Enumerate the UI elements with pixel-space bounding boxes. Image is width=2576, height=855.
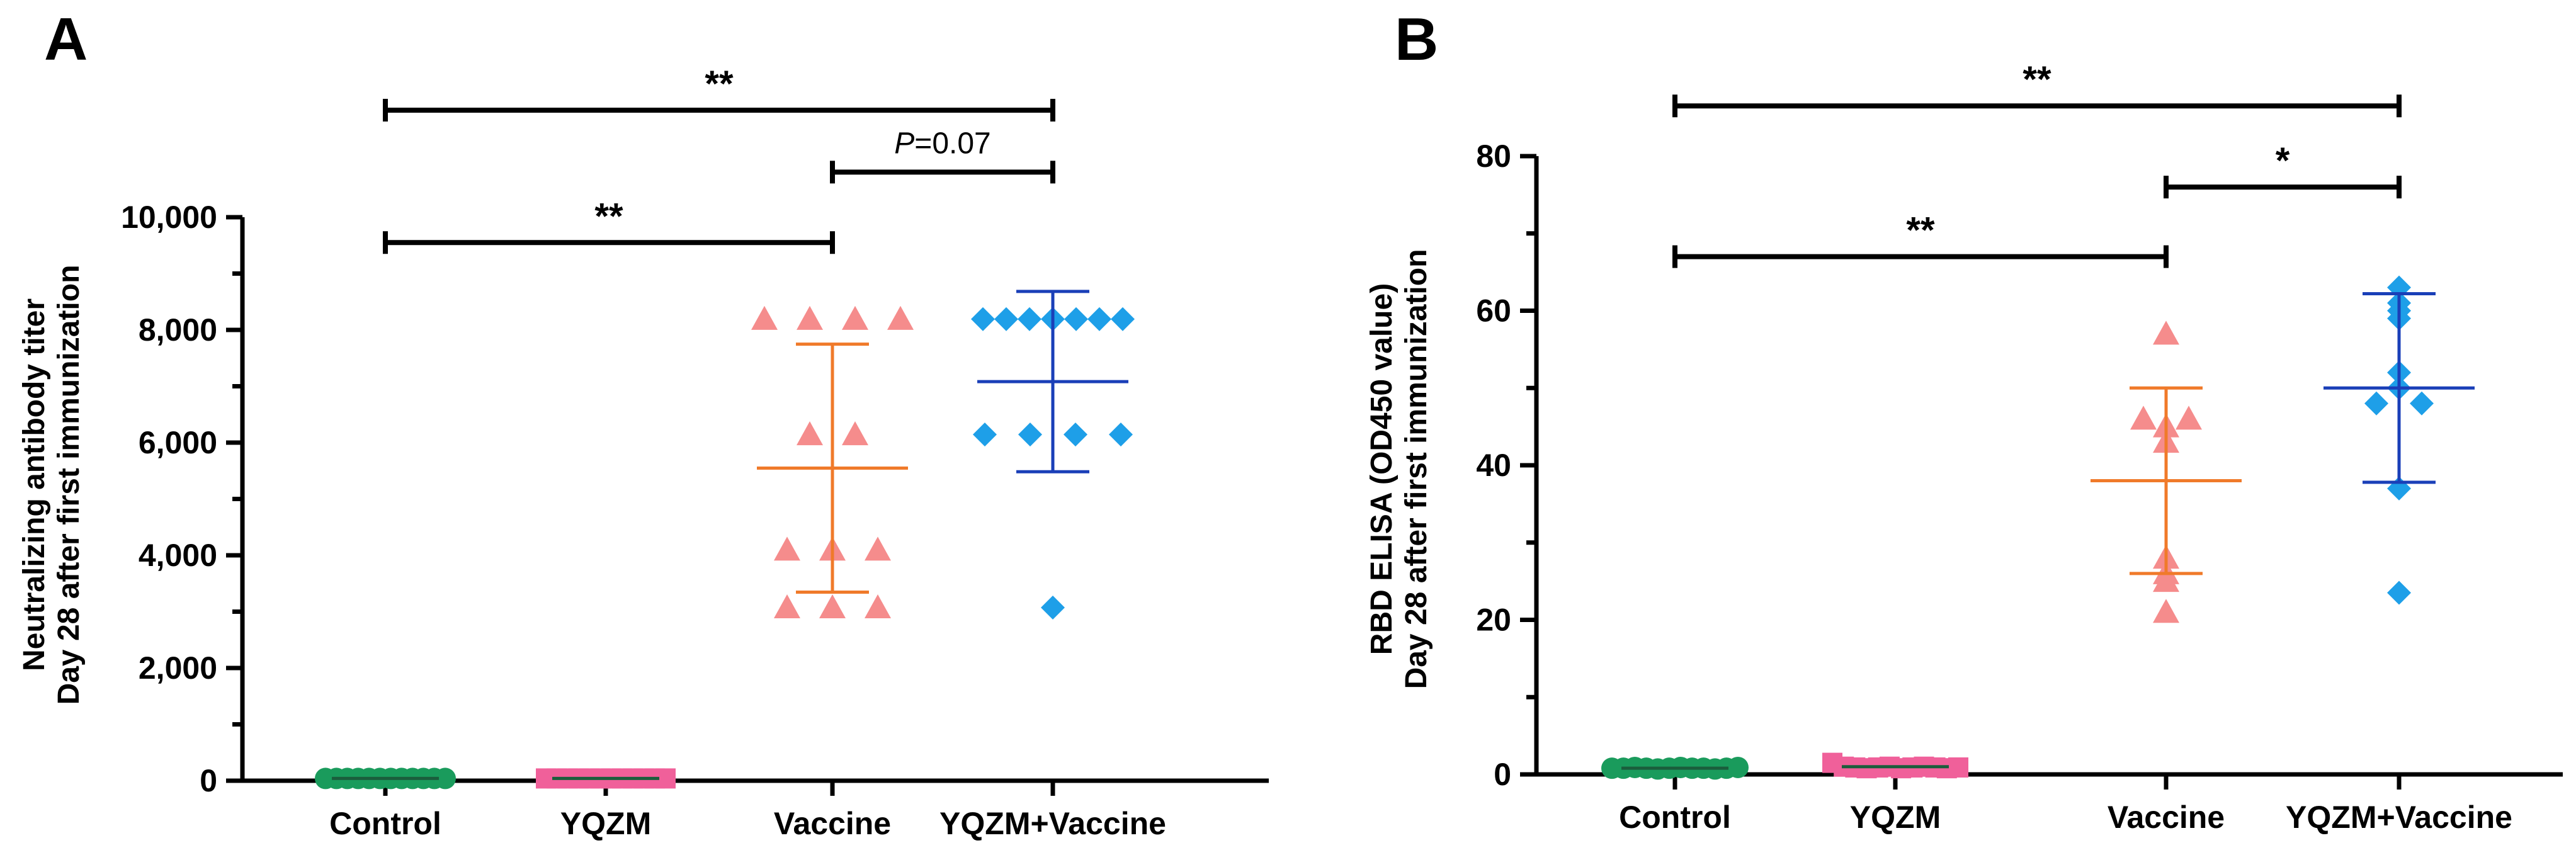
- panel-b-point-triangle: [2153, 320, 2179, 345]
- panel-a-point-diamond: [1087, 307, 1111, 331]
- panel-a-y-tick-label: 2,000: [139, 650, 217, 686]
- panel-b-y-tick-label: 20: [1476, 603, 1511, 638]
- panel-a-p-value-label: P=0.07: [894, 127, 990, 160]
- panel-b-point-diamond: [2387, 580, 2411, 605]
- panel-a-point-diamond: [973, 422, 997, 447]
- panel-a-category-label: YQZM: [560, 806, 651, 841]
- panel-a-y-tick-label: 6,000: [139, 425, 217, 460]
- panel-a-point-triangle: [797, 305, 823, 330]
- panel-a-y-tick-label: 4,000: [139, 538, 217, 573]
- panel-b-point-diamond: [2410, 391, 2434, 416]
- panel-a-letter: A: [44, 6, 88, 73]
- panel-a-y-axis-title-line: Neutralizing antibody titer: [18, 298, 51, 671]
- panel-b-point-triangle: [2176, 405, 2202, 430]
- panel-a-point-triangle: [797, 421, 823, 446]
- panel-a-category-label: YQZM+Vaccine: [939, 806, 1166, 841]
- panel-a-point-triangle: [842, 305, 868, 330]
- panel-b-significance-label: **: [2023, 59, 2051, 100]
- panel-a-significance-label: **: [594, 196, 623, 237]
- panel-a-point-diamond: [1064, 422, 1087, 447]
- panel-b-y-tick-label: 60: [1476, 293, 1511, 329]
- panel-a-point-triangle: [887, 305, 914, 330]
- panel-b-point-triangle: [2153, 599, 2179, 623]
- panel-b-y-axis-title-line: Day 28 after first immunization: [1400, 249, 1433, 689]
- panel-b-category-label: YQZM: [1850, 800, 1941, 835]
- panel-a-point-diamond: [1018, 307, 1041, 331]
- panel-a-y-axis-title-line: Day 28 after first immunization: [52, 265, 86, 705]
- panel-b-category-label: Control: [1619, 800, 1731, 835]
- panel-b-significance-label: **: [1906, 210, 1935, 251]
- panel-b-point-circle: [1727, 756, 1749, 778]
- panel-a-point-triangle: [865, 536, 891, 561]
- panel-a-point-diamond: [1111, 307, 1135, 331]
- panel-a-y-tick-label: 10,000: [121, 200, 217, 235]
- panel-b-y-axis-title-line: RBD ELISA (OD450 value): [1365, 283, 1399, 655]
- panel-a-point-triangle: [751, 305, 778, 330]
- panel-a-point-diamond: [1041, 596, 1065, 620]
- panel-b-point-diamond: [2364, 391, 2388, 416]
- panel-a-point-triangle: [774, 536, 800, 561]
- panel-a-point-triangle: [774, 594, 800, 619]
- panel-a-point-triangle: [865, 594, 891, 619]
- panel-b-point-triangle: [2130, 405, 2157, 430]
- panel-a-category-label: Vaccine: [774, 806, 891, 841]
- panel-b-y-tick-label: 0: [1494, 757, 1511, 792]
- panel-a-point-triangle: [819, 594, 846, 619]
- panel-b-point-square: [1948, 757, 1968, 778]
- panel-a-point-triangle: [842, 421, 868, 446]
- panel-a-y-tick-label: 0: [200, 763, 217, 798]
- panel-a-point-circle: [434, 767, 456, 790]
- panel-a-point-diamond: [971, 307, 995, 331]
- panel-b-significance-label: *: [2276, 140, 2290, 181]
- panel-b-category-label: YQZM+Vaccine: [2286, 800, 2512, 835]
- panel-b-y-tick-label: 80: [1476, 139, 1511, 174]
- panel-b-letter: B: [1395, 6, 1438, 73]
- panel-a-category-label: Control: [329, 806, 441, 841]
- panel-a: A 0 2,000 4,000 6,000 8,000 10,000 Control YQZM…: [18, 6, 1269, 841]
- panel-a-point-diamond: [1109, 422, 1133, 447]
- panel-b-y-tick-label: 40: [1476, 448, 1511, 483]
- panel-b: B 0 20 40 60 80 Control YQZM Vaccine YQZM+Vaccin…: [1365, 6, 2563, 835]
- panel-a-y-tick-label: 8,000: [139, 312, 217, 348]
- panel-a-point-diamond: [1064, 307, 1088, 331]
- panel-a-significance-label: **: [705, 64, 734, 105]
- panel-b-category-label: Vaccine: [2108, 800, 2225, 835]
- panel-b-point-triangle: [2153, 568, 2179, 592]
- panel-a-point-diamond: [1018, 422, 1042, 447]
- panel-a-point-diamond: [994, 307, 1018, 331]
